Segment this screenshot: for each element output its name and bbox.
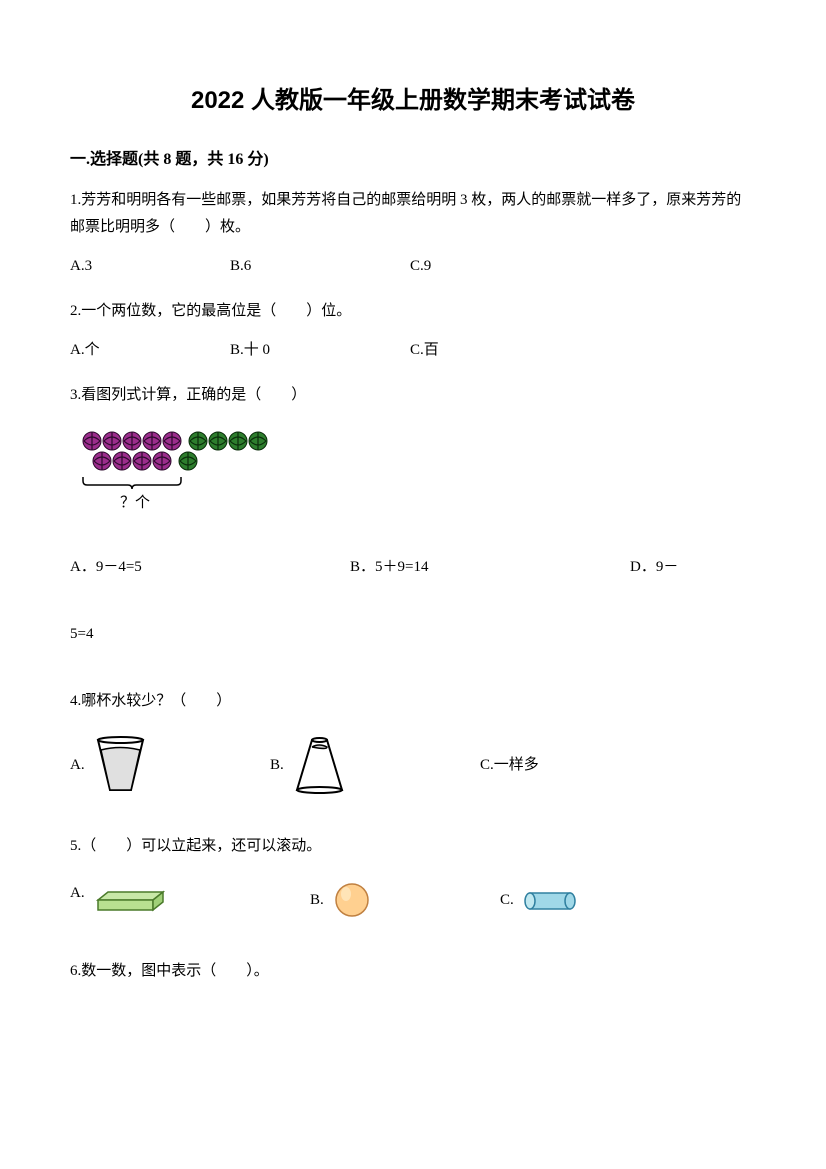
- q5-options: A. B. C.: [70, 880, 756, 920]
- q4-label-b: B.: [270, 752, 284, 779]
- q5-label-b: B.: [310, 887, 324, 914]
- question-1: 1.芳芳和明明各有一些邮票，如果芳芳将自己的邮票给明明 3 枚，两人的邮票就一样…: [70, 187, 756, 280]
- cup-wide-icon: [93, 735, 148, 795]
- q2-options: A.个 B.十 0 C.百: [70, 337, 756, 364]
- q3-text: 3.看图列式计算，正确的是（ ）: [70, 382, 756, 409]
- balls-top-row: [83, 432, 267, 450]
- q5-opt-b: B.: [310, 880, 500, 920]
- q5-opt-c: C.: [500, 885, 650, 915]
- q4-label-a: A.: [70, 752, 85, 779]
- question-4: 4.哪杯水较少？（ ） A. B. C.一样多: [70, 688, 756, 795]
- q1-opt-a: A.3: [70, 253, 230, 280]
- q2-opt-a: A.个: [70, 337, 230, 364]
- q3-options: A．9－4=5 B．5＋9=14 D．9－: [70, 554, 756, 581]
- q3-opt-b: B．5＋9=14: [350, 554, 630, 581]
- q2-opt-c: C.百: [410, 337, 570, 364]
- question-6: 6.数一数，图中表示（ ）。: [70, 958, 756, 985]
- cuboid-icon: [93, 880, 173, 920]
- q6-text: 6.数一数，图中表示（ ）。: [70, 958, 756, 985]
- sphere-icon: [332, 880, 372, 920]
- q1-opt-c: C.9: [410, 253, 570, 280]
- bracket-label: ？个: [120, 494, 150, 511]
- q4-opt-a: A.: [70, 735, 270, 795]
- q3-opt-d: D．9－: [630, 554, 730, 581]
- q3-opt-a: A．9－4=5: [70, 554, 350, 581]
- q4-options: A. B. C.一样多: [70, 735, 756, 795]
- q5-opt-a: A.: [70, 880, 310, 920]
- bracket-icon: [83, 477, 181, 489]
- q1-opt-b: B.6: [230, 253, 410, 280]
- q3-continue: 5=4: [70, 621, 756, 648]
- q3-image: ？个: [70, 429, 756, 524]
- section-header: 一.选择题(共 8 题，共 16 分): [70, 145, 756, 169]
- q2-text: 2.一个两位数，它的最高位是（ ）位。: [70, 298, 756, 325]
- q5-label-a: A.: [70, 880, 85, 907]
- question-2: 2.一个两位数，它的最高位是（ ）位。 A.个 B.十 0 C.百: [70, 298, 756, 364]
- cup-cone-icon: [292, 735, 347, 795]
- q2-opt-b: B.十 0: [230, 337, 410, 364]
- question-5: 5.（ ）可以立起来，还可以滚动。 A. B. C.: [70, 833, 756, 920]
- q5-label-c: C.: [500, 887, 514, 914]
- cylinder-icon: [522, 885, 582, 915]
- page-title: 2022 人教版一年级上册数学期末考试试卷: [70, 80, 756, 115]
- q1-options: A.3 B.6 C.9: [70, 253, 756, 280]
- balls-bottom-row: [93, 452, 197, 470]
- q4-opt-b: B.: [270, 735, 480, 795]
- q4-text: 4.哪杯水较少？（ ）: [70, 688, 756, 715]
- q1-text: 1.芳芳和明明各有一些邮票，如果芳芳将自己的邮票给明明 3 枚，两人的邮票就一样…: [70, 187, 756, 241]
- q5-text: 5.（ ）可以立起来，还可以滚动。: [70, 833, 756, 860]
- question-3: 3.看图列式计算，正确的是（ ）: [70, 382, 756, 648]
- q4-opt-c: C.一样多: [480, 752, 630, 779]
